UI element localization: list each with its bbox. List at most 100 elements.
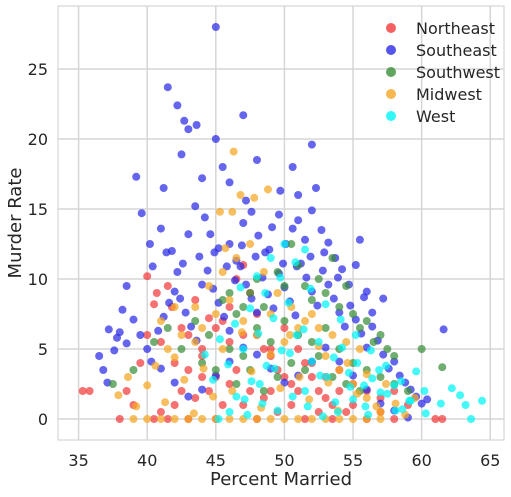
data-point [295,373,304,381]
data-point [176,294,185,303]
data-point [218,163,227,171]
data-point [211,23,220,31]
data-point [220,312,229,321]
data-point [328,415,337,423]
data-point [301,415,310,423]
y-tick-label: 5 [38,340,48,359]
data-point [180,116,189,125]
data-point [438,415,447,423]
data-point [280,240,289,248]
data-point [150,415,159,423]
data-point [204,282,213,290]
legend-marker [386,89,396,99]
data-point [156,224,165,233]
data-point [276,273,285,282]
legend-label: Southwest [416,63,500,82]
data-point [165,298,174,307]
x-tick-label: 50 [274,451,294,470]
data-point [340,322,349,331]
data-point [192,121,201,129]
data-point [156,317,165,325]
data-point [191,303,200,311]
data-point [269,314,278,323]
data-point [252,415,261,423]
x-tick-label: 60 [411,451,431,470]
data-point [273,373,282,381]
data-point [150,338,159,346]
data-point [328,254,337,262]
data-point [225,178,234,187]
data-point [215,207,224,216]
data-point [375,366,384,374]
data-point [252,272,261,281]
data-point [313,301,322,310]
data-point [321,324,330,332]
data-point [218,296,227,304]
data-point [307,206,316,215]
data-point [254,329,263,338]
data-point [254,231,263,240]
data-point [251,252,260,261]
data-point [277,346,286,355]
data-point [314,352,323,360]
data-point [156,408,165,416]
series-west [200,240,487,423]
data-point [162,248,171,257]
data-point [266,415,275,423]
data-point [376,415,385,423]
data-point [355,345,364,353]
data-point [274,210,283,219]
data-point [381,380,390,388]
data-point [287,240,296,248]
data-point [362,317,371,325]
data-point [136,359,145,367]
data-point [398,405,407,414]
x-tick-labels: 35 40 45 50 55 60 65 [68,451,500,470]
data-point [285,349,294,358]
data-point [316,371,325,380]
data-point [204,387,213,395]
data-point [314,324,323,332]
data-point [294,345,303,353]
data-point [228,387,237,395]
data-point [369,338,378,346]
data-point [247,207,256,216]
data-point [265,245,274,254]
data-point [163,415,172,423]
data-point [335,308,344,317]
data-point [383,345,392,353]
data-point [397,377,406,386]
data-point [362,394,371,402]
legend-label: Southeast [416,41,497,60]
data-point [353,359,362,367]
data-point [461,401,470,409]
data-point [163,83,172,92]
data-point [349,415,358,423]
data-point [236,191,245,199]
data-point [163,282,172,290]
data-point [232,254,241,262]
data-point [218,268,227,276]
data-point [163,345,172,353]
data-point [335,415,344,423]
data-point [368,374,377,383]
data-point [372,402,381,411]
data-point [252,350,261,359]
data-point [456,391,465,400]
data-point [333,273,342,282]
data-point [405,396,414,405]
data-point [129,415,138,423]
data-point [114,391,123,400]
data-point [259,387,268,395]
data-point [218,401,227,409]
data-point [436,399,445,408]
data-point [159,184,168,192]
data-point [177,345,186,353]
data-point [291,311,300,320]
data-point [349,401,358,409]
data-point [306,284,315,293]
data-point [225,345,234,353]
data-point [178,259,187,268]
data-point [280,378,289,387]
data-point [335,387,344,395]
